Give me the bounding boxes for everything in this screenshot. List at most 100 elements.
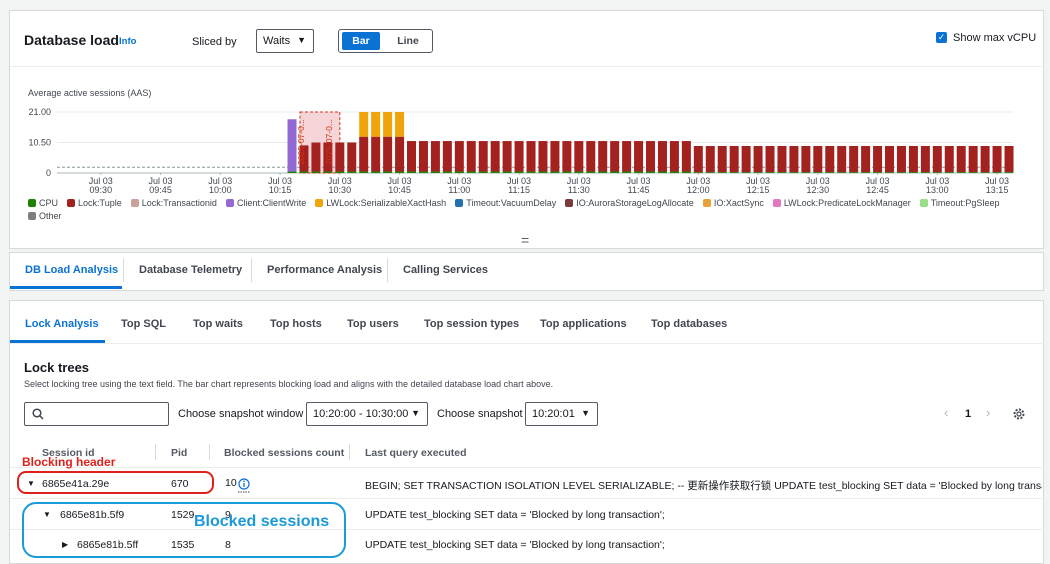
sep <box>155 444 156 460</box>
line-toggle[interactable]: Line <box>397 35 419 47</box>
bar-segment <box>335 171 345 173</box>
legend-label: Lock:Tuple <box>78 198 122 208</box>
y-axis-title: Average active sessions (AAS) <box>28 88 152 98</box>
bar-segment <box>490 171 500 173</box>
legend-label: IO:XactSync <box>713 198 764 208</box>
legend-swatch <box>130 199 139 207</box>
cell: 8 <box>225 539 231 551</box>
cell: 10 <box>225 477 237 489</box>
window-value: 10:20:00 - 10:30:00 <box>313 408 409 420</box>
sub-tab[interactable]: Lock Analysis <box>25 318 99 330</box>
snapshot-select[interactable]: 10:20:01 ▼ <box>525 402 598 426</box>
sub-tab[interactable]: Top users <box>347 318 399 330</box>
bar-segment <box>669 141 679 172</box>
page-number[interactable]: 1 <box>965 408 972 420</box>
bar-segment <box>395 136 405 172</box>
bar-segment <box>873 172 883 173</box>
tab[interactable]: Calling Services <box>403 264 488 276</box>
bar-segment <box>395 171 405 173</box>
bar-segment <box>885 172 895 173</box>
sub-tab[interactable]: Top SQL <box>121 318 167 330</box>
bar-segment <box>598 141 608 172</box>
bar-segment <box>526 141 536 172</box>
sub-tab[interactable]: Top applications <box>540 318 627 330</box>
prev-page[interactable]: ‹ <box>944 405 949 420</box>
search-icon <box>32 408 44 420</box>
legend-label: Lock:Transactionid <box>141 198 217 208</box>
tab[interactable]: Performance Analysis <box>267 264 383 276</box>
legend-item: Timeout:PgSleep <box>919 198 999 208</box>
y-tick-label: 0 <box>46 168 51 178</box>
bar-toggle[interactable]: Bar <box>342 32 380 50</box>
legend-swatch <box>28 212 36 220</box>
bar-segment <box>1004 172 1014 173</box>
bar-segment <box>359 112 369 137</box>
cell: 6865e41a.29e <box>42 478 110 490</box>
column-header[interactable]: Session id <box>42 447 95 459</box>
bar-segment <box>383 136 393 172</box>
expand-icon[interactable]: ▶ <box>62 540 69 549</box>
legend-label: LWLock:SerializableXactHash <box>326 198 447 208</box>
slice-select[interactable]: Waits ▼ <box>256 29 314 53</box>
bar-segment <box>885 145 895 173</box>
column-header[interactable]: Last query executed <box>365 447 467 459</box>
cell: 670 <box>171 478 189 490</box>
bar-segment <box>323 171 333 173</box>
bar-segment <box>861 172 871 173</box>
caret: ▼ <box>581 408 590 418</box>
bar-segment <box>634 141 644 172</box>
legend-item: Lock:Transactionid <box>130 198 217 208</box>
settings-icon[interactable] <box>1012 407 1026 421</box>
sep <box>349 444 350 460</box>
sub-tab[interactable]: Top waits <box>193 318 243 330</box>
bar-segment <box>944 145 954 173</box>
info-link[interactable]: Info <box>119 36 137 47</box>
bar-segment <box>287 119 297 172</box>
sub-tab[interactable]: Top session types <box>424 318 520 330</box>
bar-segment <box>1004 145 1014 173</box>
info-icon[interactable] <box>238 478 250 494</box>
row-line <box>10 467 1042 468</box>
bar-segment <box>968 145 978 173</box>
bar-segment <box>801 145 811 173</box>
panel-title: Database load <box>24 32 119 48</box>
legend-swatch <box>315 199 324 207</box>
bar-segment <box>956 145 966 173</box>
sub-tab[interactable]: Top databases <box>651 318 728 330</box>
divider <box>10 66 1042 67</box>
checkbox[interactable]: ✓ <box>936 32 947 43</box>
legend-item: Lock:Tuple <box>67 198 122 208</box>
bar-segment <box>430 141 440 172</box>
cell: UPDATE test_blocking SET data = 'Blocked… <box>365 539 665 551</box>
column-header[interactable]: Pid <box>171 447 188 459</box>
bar-segment <box>896 172 906 173</box>
tab[interactable]: DB Load Analysis <box>25 264 119 276</box>
legend-item: LWLock:PredicateLockManager <box>772 198 911 208</box>
bar-segment <box>550 141 560 172</box>
resize-handle[interactable]: = <box>521 232 530 248</box>
column-header[interactable]: Blocked sessions count <box>224 447 345 459</box>
bar-segment <box>837 172 847 173</box>
bar-segment <box>347 171 357 173</box>
window-select[interactable]: 10:20:00 - 10:30:00 ▼ <box>306 402 428 426</box>
next-page[interactable]: › <box>986 405 991 420</box>
bar-segment <box>813 172 823 173</box>
expand-icon[interactable]: ▼ <box>27 479 35 488</box>
db-load-panel <box>9 10 1044 249</box>
bar-segment <box>430 171 440 173</box>
bar-segment <box>490 141 500 172</box>
bar-segment <box>287 171 297 173</box>
sep <box>387 258 388 282</box>
tab[interactable]: Database Telemetry <box>139 264 243 276</box>
bar-segment <box>466 141 476 172</box>
expand-icon[interactable]: ▼ <box>43 510 51 519</box>
bar-segment <box>729 172 739 173</box>
x-tick-label: Jul 03 10:45 <box>387 176 412 195</box>
bar-segment <box>383 112 393 137</box>
x-tick-label: Jul 03 13:15 <box>985 176 1010 195</box>
tab-underline <box>10 286 122 289</box>
search-field[interactable] <box>24 402 169 426</box>
sep <box>123 258 124 282</box>
sub-tab[interactable]: Top hosts <box>270 318 322 330</box>
bar-segment <box>944 172 954 173</box>
